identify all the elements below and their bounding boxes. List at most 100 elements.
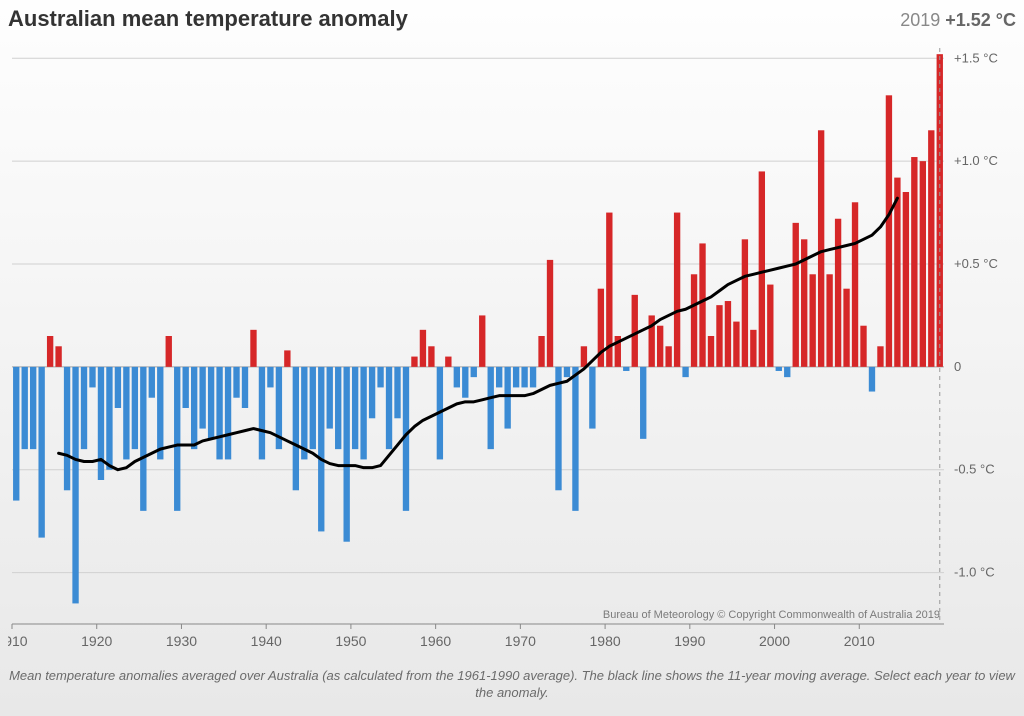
- anomaly-bar[interactable]: [809, 274, 815, 367]
- anomaly-bar[interactable]: [428, 346, 434, 367]
- anomaly-bar[interactable]: [462, 367, 468, 398]
- anomaly-bar[interactable]: [301, 367, 307, 460]
- anomaly-bar[interactable]: [98, 367, 104, 480]
- anomaly-bar[interactable]: [327, 367, 333, 429]
- anomaly-bar[interactable]: [657, 326, 663, 367]
- anomaly-bar[interactable]: [920, 161, 926, 367]
- anomaly-bar[interactable]: [776, 367, 782, 371]
- anomaly-bar[interactable]: [682, 367, 688, 377]
- anomaly-bar[interactable]: [793, 223, 799, 367]
- anomaly-bar[interactable]: [335, 367, 341, 449]
- anomaly-bar[interactable]: [547, 260, 553, 367]
- anomaly-bar[interactable]: [903, 192, 909, 367]
- anomaly-bar[interactable]: [496, 367, 502, 388]
- anomaly-bar[interactable]: [852, 202, 858, 367]
- anomaly-bar[interactable]: [835, 219, 841, 367]
- anomaly-bar[interactable]: [157, 367, 163, 460]
- anomaly-bar[interactable]: [352, 367, 358, 449]
- anomaly-bar[interactable]: [360, 367, 366, 460]
- anomaly-bar[interactable]: [411, 357, 417, 367]
- anomaly-bar[interactable]: [877, 346, 883, 367]
- anomaly-bar[interactable]: [250, 330, 256, 367]
- anomaly-bar[interactable]: [767, 285, 773, 367]
- anomaly-bar[interactable]: [343, 367, 349, 542]
- anomaly-bar[interactable]: [106, 367, 112, 470]
- anomaly-bar[interactable]: [242, 367, 248, 408]
- anomaly-bar[interactable]: [886, 95, 892, 367]
- anomaly-bar[interactable]: [132, 367, 138, 449]
- anomaly-bar[interactable]: [471, 367, 477, 377]
- anomaly-bar[interactable]: [318, 367, 324, 532]
- anomaly-bar[interactable]: [928, 130, 934, 367]
- anomaly-bar[interactable]: [81, 367, 87, 449]
- chart-svg[interactable]: -1.0 °C-0.5 °C0+0.5 °C+1.0 °C+1.5 °C1910…: [8, 40, 1016, 654]
- anomaly-bar[interactable]: [530, 367, 536, 388]
- anomaly-bar[interactable]: [55, 346, 61, 367]
- anomaly-bar[interactable]: [284, 350, 290, 366]
- anomaly-bar[interactable]: [47, 336, 53, 367]
- anomaly-bar[interactable]: [538, 336, 544, 367]
- anomaly-bar[interactable]: [259, 367, 265, 460]
- anomaly-bar[interactable]: [293, 367, 299, 490]
- anomaly-bar[interactable]: [716, 305, 722, 367]
- anomaly-bar[interactable]: [564, 367, 570, 377]
- anomaly-bar[interactable]: [22, 367, 28, 449]
- anomaly-bar[interactable]: [30, 367, 36, 449]
- anomaly-bar[interactable]: [191, 367, 197, 449]
- anomaly-bar[interactable]: [581, 346, 587, 367]
- anomaly-bar[interactable]: [225, 367, 231, 460]
- anomaly-bar[interactable]: [818, 130, 824, 367]
- anomaly-bar[interactable]: [267, 367, 273, 388]
- anomaly-bar[interactable]: [140, 367, 146, 511]
- anomaly-bar[interactable]: [869, 367, 875, 392]
- anomaly-bar[interactable]: [420, 330, 426, 367]
- anomaly-bar[interactable]: [674, 213, 680, 367]
- anomaly-bar[interactable]: [640, 367, 646, 439]
- anomaly-bar[interactable]: [708, 336, 714, 367]
- anomaly-bar[interactable]: [513, 367, 519, 388]
- anomaly-bar[interactable]: [589, 367, 595, 429]
- anomaly-bar[interactable]: [199, 367, 205, 429]
- anomaly-bar[interactable]: [488, 367, 494, 449]
- anomaly-bar[interactable]: [13, 367, 19, 501]
- anomaly-bar[interactable]: [733, 322, 739, 367]
- anomaly-bar[interactable]: [38, 367, 44, 538]
- anomaly-bar[interactable]: [504, 367, 510, 429]
- anomaly-bar[interactable]: [394, 367, 400, 418]
- anomaly-bar[interactable]: [479, 315, 485, 366]
- plot-area[interactable]: -1.0 °C-0.5 °C0+0.5 °C+1.0 °C+1.5 °C1910…: [8, 40, 1016, 654]
- anomaly-bar[interactable]: [784, 367, 790, 377]
- anomaly-bar[interactable]: [826, 274, 832, 367]
- anomaly-bar[interactable]: [521, 367, 527, 388]
- anomaly-bar[interactable]: [166, 336, 172, 367]
- anomaly-bar[interactable]: [64, 367, 70, 490]
- anomaly-bar[interactable]: [149, 367, 155, 398]
- anomaly-bar[interactable]: [665, 346, 671, 367]
- anomaly-bar[interactable]: [377, 367, 383, 388]
- anomaly-bar[interactable]: [699, 243, 705, 366]
- anomaly-bar[interactable]: [894, 178, 900, 367]
- anomaly-bar[interactable]: [216, 367, 222, 460]
- anomaly-bar[interactable]: [208, 367, 214, 439]
- anomaly-bar[interactable]: [233, 367, 239, 398]
- anomaly-bar[interactable]: [860, 326, 866, 367]
- anomaly-bar[interactable]: [750, 330, 756, 367]
- anomaly-bar[interactable]: [759, 171, 765, 366]
- anomaly-bar[interactable]: [369, 367, 375, 418]
- anomaly-bar[interactable]: [742, 239, 748, 367]
- anomaly-bar[interactable]: [386, 367, 392, 449]
- anomaly-bar[interactable]: [183, 367, 189, 408]
- anomaly-bar[interactable]: [843, 289, 849, 367]
- anomaly-bar[interactable]: [115, 367, 121, 408]
- anomaly-bar[interactable]: [725, 301, 731, 367]
- anomaly-bar[interactable]: [454, 367, 460, 388]
- anomaly-bar[interactable]: [89, 367, 95, 388]
- anomaly-bar[interactable]: [72, 367, 78, 604]
- anomaly-bar[interactable]: [445, 357, 451, 367]
- anomaly-bar[interactable]: [174, 367, 180, 511]
- anomaly-bar[interactable]: [911, 157, 917, 367]
- anomaly-bar[interactable]: [572, 367, 578, 511]
- anomaly-bar[interactable]: [123, 367, 129, 460]
- anomaly-bar[interactable]: [691, 274, 697, 367]
- anomaly-bar[interactable]: [623, 367, 629, 371]
